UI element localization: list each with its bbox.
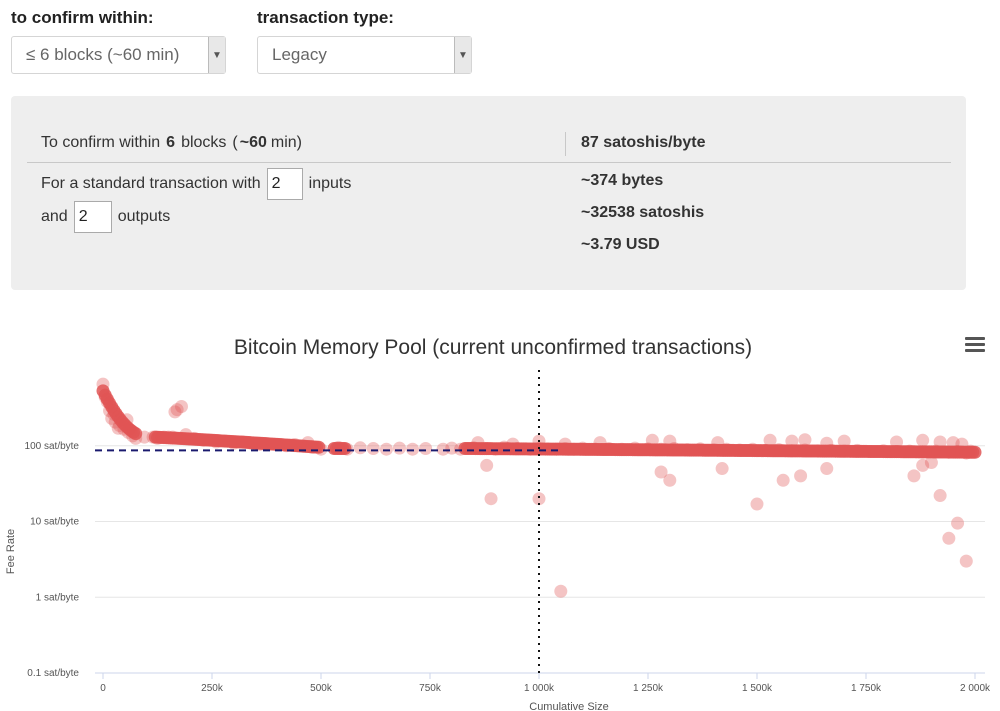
data-point [379, 442, 393, 456]
data-point [312, 440, 326, 454]
y-tick-label: 100 sat/byte [25, 441, 80, 452]
data-point [436, 442, 450, 456]
data-point [168, 405, 182, 419]
x-axis-title: Cumulative Size [529, 701, 608, 711]
data-point [798, 433, 812, 447]
data-point [951, 516, 965, 530]
data-point [933, 435, 947, 449]
data-point [174, 399, 188, 413]
data-point [406, 442, 420, 456]
data-point [419, 441, 433, 455]
x-tick-label: 1 000k [524, 683, 555, 694]
data-point [785, 434, 799, 448]
x-tick-label: 2 000k [960, 683, 991, 694]
data-point [445, 441, 459, 455]
data-point [366, 441, 380, 455]
divider-horizontal [27, 162, 951, 163]
transaction-type-label: transaction type: [257, 8, 394, 27]
transaction-prefix: For a standard transaction with [41, 175, 261, 192]
y-tick-label: 1 sat/byte [36, 592, 80, 603]
data-point [554, 584, 568, 598]
fee-rate-value: 87 satoshis/byte [581, 134, 706, 151]
data-point [129, 427, 143, 441]
chart-title: Bitcoin Memory Pool (current unconfirmed… [233, 336, 753, 359]
confirm-within-select[interactable]: ≤ 6 blocks (~60 min) ▼ [11, 36, 226, 74]
x-tick-label: 0 [100, 683, 106, 694]
data-point [170, 403, 184, 417]
blocks-count: 6 [166, 134, 176, 151]
y-tick-label: 0.1 sat/byte [27, 668, 79, 679]
data-point [532, 492, 546, 506]
data-point [924, 456, 938, 470]
data-point [484, 492, 498, 506]
inputs-row: For a standard transaction with inputs [41, 168, 351, 200]
data-point [480, 458, 494, 472]
menu-icon[interactable] [965, 337, 985, 352]
x-tick-label: 750k [419, 683, 442, 694]
data-point [750, 497, 764, 511]
data-point [916, 458, 930, 472]
data-point [968, 445, 982, 459]
chevron-down-icon: ▼ [208, 37, 225, 73]
data-point [959, 554, 973, 568]
x-tick-label: 500k [310, 683, 333, 694]
data-point [763, 433, 777, 447]
confirm-within-label: to confirm within: [11, 8, 154, 27]
divider-vertical [565, 132, 566, 156]
confirm-prefix: To confirm within [41, 134, 161, 151]
data-point [715, 462, 729, 476]
transaction-type-select[interactable]: Legacy ▼ [257, 36, 472, 74]
y-axis-title: Fee Rate [5, 529, 17, 574]
data-point [942, 531, 956, 545]
outputs-row: and outputs [41, 201, 170, 233]
fee-satoshis-value: ~32538 satoshis [581, 204, 705, 221]
data-point [916, 433, 930, 447]
minutes-value: ~60 [239, 134, 267, 151]
x-tick-label: 250k [201, 683, 224, 694]
confirm-summary: To confirm within 6 blocks ( ~60 min) [41, 134, 302, 152]
x-tick-label: 1 250k [633, 683, 664, 694]
data-point [820, 462, 834, 476]
and-label: and [41, 208, 68, 225]
outputs-label: outputs [117, 208, 171, 225]
data-point [338, 441, 352, 455]
data-point [654, 465, 668, 479]
data-point [933, 489, 947, 503]
minutes-suffix: min) [270, 134, 302, 151]
data-point [837, 434, 851, 448]
x-tick-label: 1 500k [742, 683, 773, 694]
y-tick-label: 10 sat/byte [30, 517, 79, 528]
open-paren: ( [232, 134, 238, 151]
confirm-within-value: ≤ 6 blocks (~60 min) [26, 45, 180, 64]
chevron-down-icon: ▼ [454, 37, 471, 73]
inputs-label: inputs [308, 175, 352, 192]
fee-usd-value: ~3.79 USD [581, 236, 660, 253]
data-point [794, 469, 808, 483]
fee-summary-panel: To confirm within 6 blocks ( ~60 min) 87… [11, 96, 966, 290]
blocks-word: blocks [181, 134, 227, 151]
data-point [907, 469, 921, 483]
data-point [776, 473, 790, 487]
x-tick-label: 1 750k [851, 683, 882, 694]
data-point [392, 441, 406, 455]
outputs-field[interactable] [73, 201, 112, 233]
size-bytes-value: ~374 bytes [581, 172, 664, 189]
transaction-type-value: Legacy [272, 45, 327, 64]
data-point [353, 441, 367, 455]
inputs-field[interactable] [266, 168, 303, 200]
data-point [663, 473, 677, 487]
